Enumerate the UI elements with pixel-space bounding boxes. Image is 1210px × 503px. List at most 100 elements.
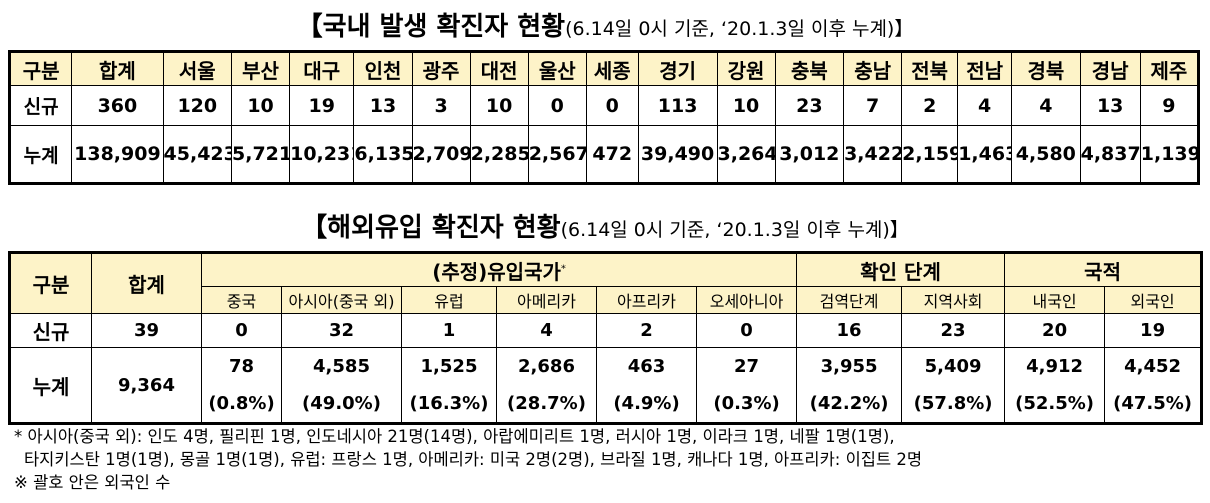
subheader-cell: 검역단계: [796, 286, 903, 314]
header-row: 구분 합계 (추정)유입국가* 확인 단계 국적: [9, 252, 1203, 314]
subheader-row: 중국 아시아(중국 외) 유럽 아메리카 아프리카 오세아니아 검역단계 지역사회 내국인 외국인: [10, 286, 1203, 314]
header-cell: 제주: [1139, 51, 1200, 86]
value-cell: 13: [1079, 85, 1141, 126]
value-cell: 4,585: [281, 347, 402, 386]
value-cell: 19: [1104, 313, 1203, 348]
value-cell: 10: [469, 85, 529, 126]
value-cell: 0: [527, 85, 587, 126]
percent-cell: (28.7%): [496, 385, 597, 424]
value-cell: 39,490: [637, 125, 718, 184]
value-cell: 113: [637, 85, 718, 126]
value-cell: 5,721: [231, 125, 291, 184]
value-cell: 78: [201, 347, 282, 386]
footnotes: * 아시아(중국 외): 인도 4명, 필리핀 1명, 인도네시아 21명(14…: [14, 425, 922, 494]
header-cell: 구분: [9, 252, 92, 314]
value-cell: 472: [585, 125, 639, 184]
group-header: 확인 단계: [796, 252, 1006, 287]
percent-cell: (49.0%): [281, 385, 402, 424]
row-label: 누계: [8, 125, 73, 184]
value-cell: 3,422: [843, 125, 903, 184]
header-cell: 경북: [1011, 51, 1081, 86]
percent-cell: (16.3%): [401, 385, 497, 424]
value-cell: 19: [289, 85, 355, 126]
subheader-cell: 중국: [201, 286, 282, 314]
value-cell: 9: [1139, 85, 1200, 126]
header-cell: 전남: [957, 51, 1013, 86]
row-label: 신규: [8, 85, 73, 126]
value-cell: 1,525: [401, 347, 497, 386]
header-cell: 충북: [774, 51, 845, 86]
header-cell: 경남: [1079, 51, 1141, 86]
percent-cell: (0.8%): [201, 385, 282, 424]
value-cell: 4: [1011, 85, 1081, 126]
percent-row: (0.8%) (49.0%) (16.3%) (28.7%) (4.9%) (0.3%)(…: [10, 385, 1203, 424]
subheader-cell: 아시아(중국 외): [281, 286, 402, 314]
total-cell: 39: [91, 313, 202, 348]
title-note: (6.14일 0시 기준, ‘20.1.3일 이후 누계)】: [560, 219, 909, 241]
percent-cell: (52.5%): [1004, 385, 1106, 424]
value-cell: 45,423: [162, 125, 233, 184]
footnote-mark: *: [560, 262, 566, 274]
value-cell: 4,452: [1104, 347, 1203, 386]
subheader-cell: 지역사회: [901, 286, 1006, 314]
title-main: 【국내 발생 확진자 현황: [296, 12, 566, 42]
value-cell: 5,409: [901, 347, 1006, 386]
value-cell: 1,463: [957, 125, 1013, 184]
value-cell: 138,909: [71, 125, 164, 184]
total-cell: 9,364: [91, 347, 202, 424]
value-cell: 2: [901, 85, 959, 126]
group-label: 확인 단계: [860, 259, 941, 284]
row-label: 누계: [9, 347, 92, 424]
value-cell: 1: [401, 313, 497, 348]
subheader-cell: 외국인: [1104, 286, 1203, 314]
subheader-cell: 유럽: [401, 286, 497, 314]
header-cell: 세종: [585, 51, 639, 86]
value-cell: 0: [585, 85, 639, 126]
header-cell: 충남: [843, 51, 903, 86]
value-cell: 3,955: [796, 347, 903, 386]
group-header: 국적: [1004, 252, 1203, 287]
value-cell: 10: [231, 85, 291, 126]
title-note: (6.14일 0시 기준, ‘20.1.3일 이후 누계)】: [565, 18, 914, 40]
value-cell: 4: [957, 85, 1013, 126]
value-cell: 2,159: [901, 125, 959, 184]
value-cell: 2,567: [527, 125, 587, 184]
subheader-cell: 아메리카: [496, 286, 597, 314]
value-cell: 2,709: [411, 125, 471, 184]
value-cell: 4,580: [1011, 125, 1081, 184]
value-cell: 0: [695, 313, 798, 348]
title-main: 【해외유입 확진자 현황: [301, 213, 561, 243]
value-cell: 4: [496, 313, 597, 348]
data-row: 신규 39 0 32 1 4 2 0 16 23 20 19: [9, 313, 1203, 348]
percent-cell: (47.5%): [1104, 385, 1203, 424]
value-cell: 2: [596, 313, 697, 348]
percent-cell: (4.9%): [596, 385, 697, 424]
footnote-line: ※ 괄호 안은 외국인 수: [14, 473, 171, 492]
subheader-cell: 아프리카: [596, 286, 697, 314]
percent-cell: (57.8%): [901, 385, 1006, 424]
group-header: (추정)유입국가*: [200, 252, 798, 287]
domestic-table: 구분 합계 서울 부산 대구 인천 광주 대전 울산 세종 경기 강원 충북 충남 전북 전남 경북 경남 제주 신규…: [8, 50, 1200, 185]
value-cell: 13: [353, 85, 413, 126]
row-label: 신규: [9, 313, 92, 348]
header-cell: 전북: [901, 51, 959, 86]
value-cell: 23: [774, 85, 845, 126]
header-cell: 합계: [91, 252, 202, 314]
imported-table: 구분 합계 (추정)유입국가* 확인 단계 국적 중국 아시아(중국 외) 유럽 아메리카 아프리…: [8, 251, 1204, 425]
header-cell: 울산: [527, 51, 587, 86]
header-cell: 강원: [716, 51, 776, 86]
value-cell: 7: [843, 85, 903, 126]
value-cell: 463: [596, 347, 697, 386]
header-cell: 서울: [162, 51, 233, 86]
value-cell: 20: [1004, 313, 1106, 348]
value-cell: 4,837: [1079, 125, 1141, 184]
header-cell: 합계: [71, 51, 164, 86]
value-cell: 6,135: [353, 125, 413, 184]
header-cell: 경기: [637, 51, 718, 86]
value-cell: 27: [695, 347, 798, 386]
value-cell: 4,912: [1004, 347, 1106, 386]
header-cell: 인천: [353, 51, 413, 86]
value-cell: 3,012: [774, 125, 845, 184]
table2-title: 【해외유입 확진자 현황(6.14일 0시 기준, ‘20.1.3일 이후 누계…: [0, 207, 1210, 244]
